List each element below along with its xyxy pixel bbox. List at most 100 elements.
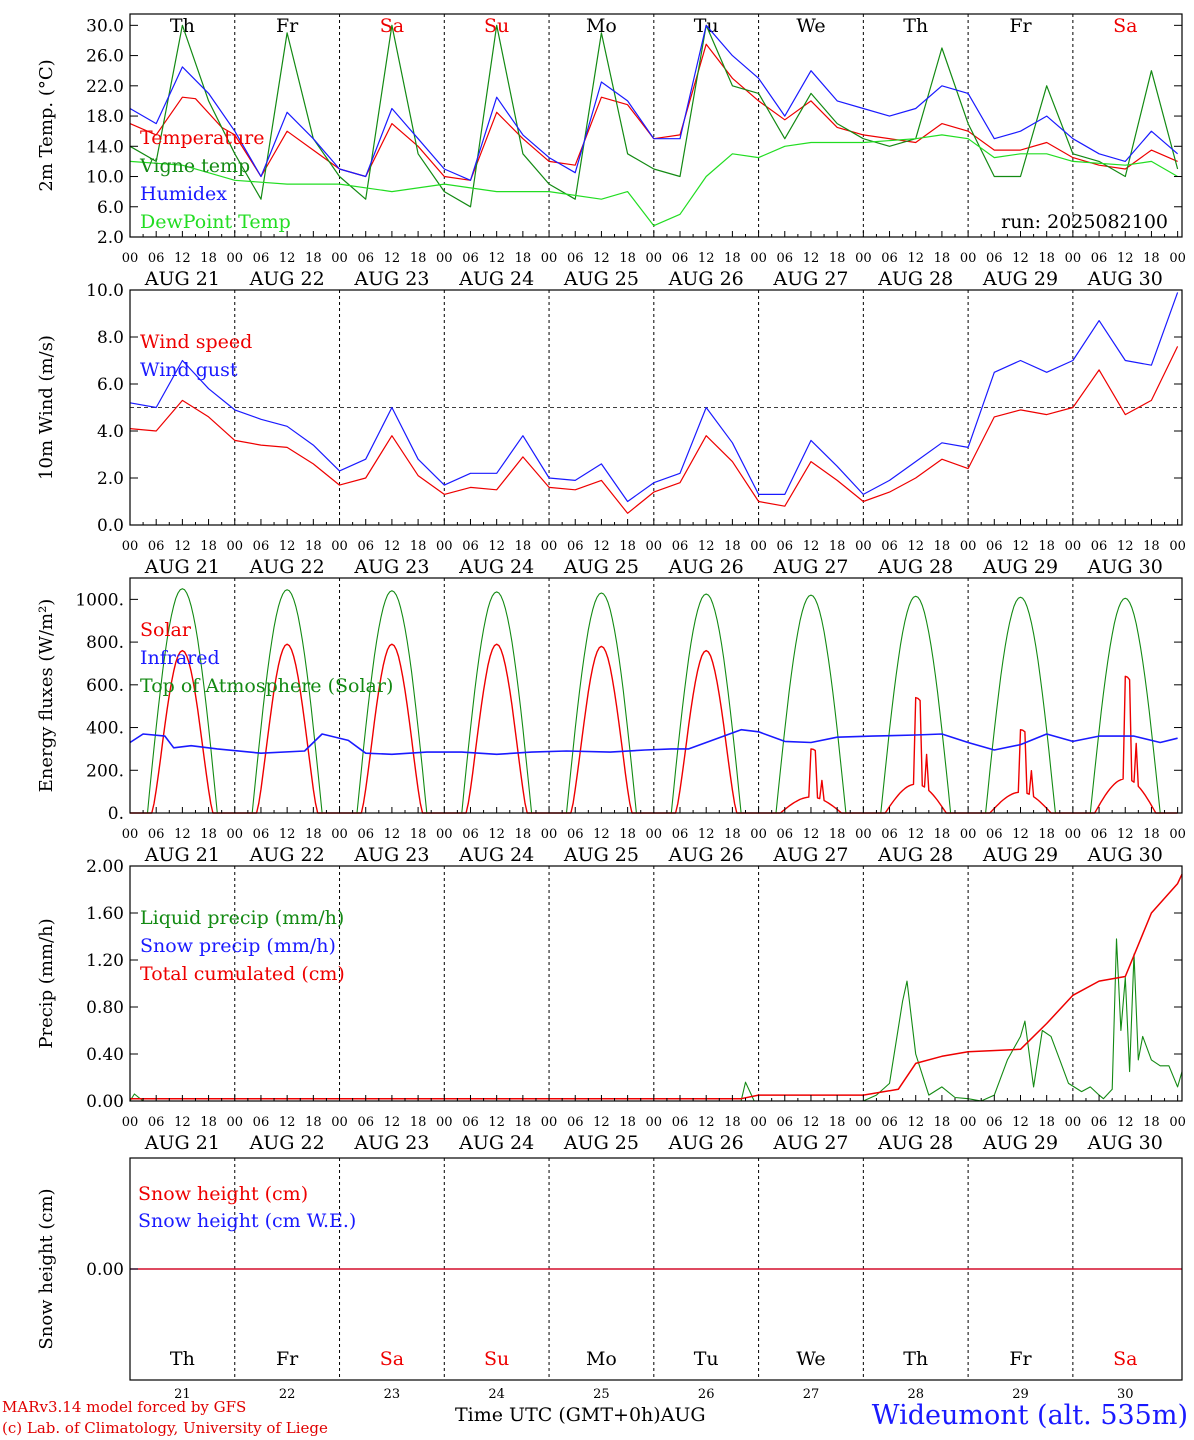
- hour-tick-label: 06: [776, 827, 793, 842]
- y-tick-label: 600.: [86, 676, 124, 696]
- hour-tick-label: 00: [1065, 251, 1082, 266]
- series-line: [129, 24, 1179, 208]
- hour-tick-label: 18: [410, 827, 427, 842]
- hour-tick-label: 00: [1065, 827, 1082, 842]
- hour-tick-label: 00: [750, 1115, 767, 1130]
- hour-tick-label: 00: [331, 251, 348, 266]
- date-label: AUG 24: [458, 556, 534, 578]
- hour-tick-label: 12: [803, 251, 820, 266]
- day-number-label: 22: [279, 1387, 296, 1402]
- hour-tick-label: 18: [200, 1115, 217, 1130]
- hour-tick-label: 06: [462, 1115, 479, 1130]
- plot-frame: [129, 865, 1183, 1102]
- model-credit: MARv3.14 model forced by GFS: [2, 1398, 247, 1416]
- hour-tick-label: 06: [672, 1115, 689, 1130]
- hour-tick-label: 12: [174, 539, 191, 554]
- hour-tick-label: 06: [148, 1115, 165, 1130]
- legend-entry: Snow precip (mm/h): [140, 935, 336, 957]
- hour-tick-label: 18: [305, 1115, 322, 1130]
- y-tick-label: 2.0: [97, 469, 124, 489]
- day-of-week-label: Fr: [276, 1348, 299, 1370]
- hour-tick-label: 12: [698, 539, 715, 554]
- hour-tick-label: 00: [436, 539, 453, 554]
- date-label: AUG 23: [353, 844, 429, 866]
- hour-tick-label: 12: [279, 539, 296, 554]
- y-tick-label: 0.00: [86, 1092, 124, 1112]
- hour-tick-label: 12: [1012, 251, 1029, 266]
- date-label: AUG 23: [353, 1132, 429, 1154]
- hour-tick-label: 06: [881, 539, 898, 554]
- hour-tick-label: 18: [829, 827, 846, 842]
- day-of-week-label: We: [796, 15, 825, 37]
- date-label: AUG 24: [458, 844, 534, 866]
- hour-tick-label: 18: [1143, 539, 1160, 554]
- hour-tick-label: 00: [750, 251, 767, 266]
- hour-tick-label: 00: [541, 539, 558, 554]
- date-label: AUG 26: [668, 1132, 744, 1154]
- hour-tick-label: 12: [907, 1115, 924, 1130]
- hour-tick-label: 06: [672, 539, 689, 554]
- hour-tick-label: 12: [907, 251, 924, 266]
- day-number-label: 29: [1012, 1387, 1029, 1402]
- y-tick-label: 0.00: [86, 1260, 124, 1280]
- hour-tick-label: 00: [646, 539, 663, 554]
- series-line: [129, 346, 1179, 514]
- legend-entry: Snow height (cm): [138, 1183, 308, 1205]
- hour-tick-label: 06: [357, 539, 374, 554]
- day-of-week-label: We: [796, 1348, 825, 1370]
- hour-tick-label: 06: [986, 827, 1003, 842]
- y-tick-label: 30.0: [86, 16, 124, 36]
- y-tick-label: 6.0: [97, 198, 124, 218]
- hour-tick-label: 18: [934, 539, 951, 554]
- y-tick-label: 200.: [86, 761, 124, 781]
- legend-entry: Humidex: [140, 183, 227, 205]
- day-of-week-label: Tu: [694, 1348, 719, 1370]
- hour-tick-label: 00: [960, 827, 977, 842]
- hour-tick-label: 06: [1091, 827, 1108, 842]
- energy-panel: 0. 200. 400. 600. 800. 1000. Energy fluxes (W/…: [36, 577, 1186, 866]
- hour-tick-label: 06: [462, 827, 479, 842]
- hour-tick-label: 06: [1091, 251, 1108, 266]
- hour-tick-label: 06: [148, 539, 165, 554]
- y-axis-label: Snow height (cm): [36, 1188, 57, 1349]
- date-label: AUG 27: [772, 844, 848, 866]
- hour-tick-label: 12: [593, 1115, 610, 1130]
- date-label: AUG 29: [982, 844, 1058, 866]
- day-of-week-label: Mo: [586, 1348, 617, 1370]
- hour-tick-label: 00: [646, 251, 663, 266]
- hour-tick-label: 06: [881, 1115, 898, 1130]
- hour-tick-label: 12: [1117, 1115, 1134, 1130]
- hour-tick-label: 12: [384, 1115, 401, 1130]
- legend-entry: DewPoint Temp: [140, 211, 291, 233]
- day-number-label: 24: [488, 1387, 505, 1402]
- date-label: AUG 22: [249, 556, 325, 578]
- series-line: [129, 24, 1178, 181]
- hour-tick-label: 12: [803, 1115, 820, 1130]
- hour-tick-label: 18: [724, 251, 741, 266]
- date-label: AUG 22: [249, 268, 325, 290]
- hour-tick-label: 06: [986, 1115, 1003, 1130]
- hour-tick-label: 12: [488, 1115, 505, 1130]
- hour-tick-label: 00: [436, 827, 453, 842]
- day-of-week-label: Mo: [586, 15, 617, 37]
- hour-tick-label: 00: [1169, 251, 1186, 266]
- date-label: AUG 25: [563, 268, 639, 290]
- hour-tick-label: 06: [986, 251, 1003, 266]
- hour-tick-label: 18: [1038, 827, 1055, 842]
- hour-tick-label: 18: [829, 251, 846, 266]
- hour-tick-label: 06: [881, 251, 898, 266]
- hour-tick-label: 12: [488, 827, 505, 842]
- hour-tick-label: 18: [200, 251, 217, 266]
- day-of-week-label: Sa: [380, 1348, 404, 1370]
- hour-tick-label: 18: [934, 251, 951, 266]
- hour-tick-label: 18: [515, 251, 532, 266]
- hour-tick-label: 12: [698, 251, 715, 266]
- date-label: AUG 21: [144, 1132, 220, 1154]
- hour-tick-label: 06: [1091, 539, 1108, 554]
- wind-panel: 0.0 2.0 4.0 6.0 8.0 10.0 10m Wind (m/s) Wind sp…: [36, 281, 1186, 578]
- lab-credit: (c) Lab. of Climatology, University of L…: [2, 1419, 328, 1437]
- hour-tick-label: 18: [410, 251, 427, 266]
- hour-tick-label: 12: [279, 1115, 296, 1130]
- hour-tick-label: 06: [357, 1115, 374, 1130]
